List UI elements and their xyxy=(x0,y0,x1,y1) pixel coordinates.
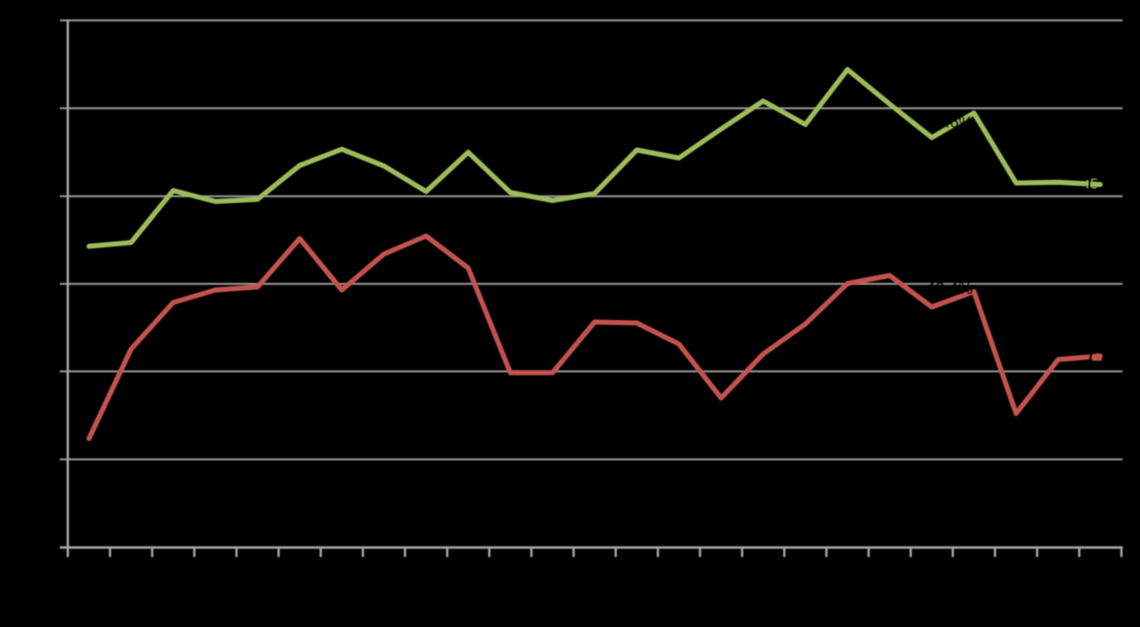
svg-text:42.4%: 42.4% xyxy=(926,280,973,298)
svg-text:44.6%: 44.6% xyxy=(928,115,973,132)
svg-text:5: 5 xyxy=(1090,176,1098,193)
